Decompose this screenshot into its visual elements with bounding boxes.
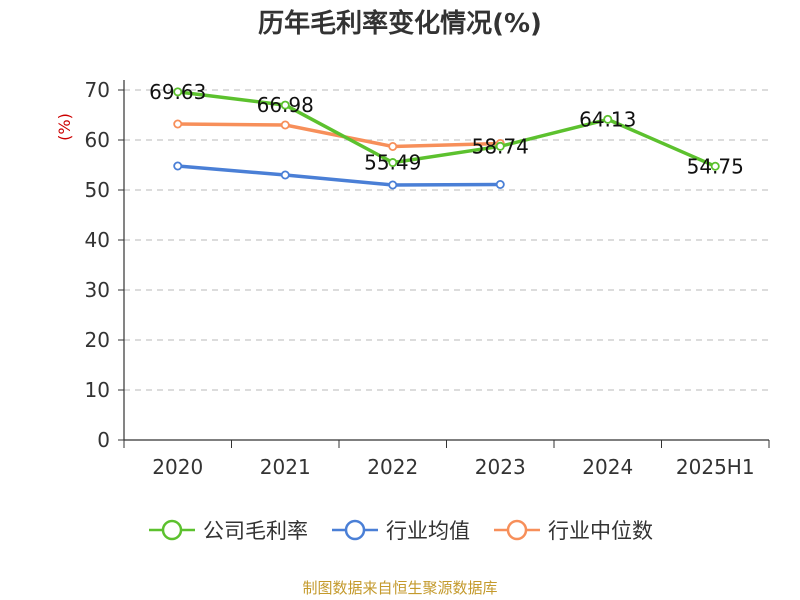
data-point [710, 161, 720, 171]
legend-marker-icon [149, 519, 195, 541]
legend-label: 公司毛利率 [203, 519, 308, 543]
y-tick-label: 50 [85, 178, 110, 202]
x-tick-label: 2022 [367, 455, 418, 479]
source-note: 制图数据来自恒生聚源数据库 [302, 579, 498, 597]
x-tick-label: 2021 [260, 455, 311, 479]
y-axis-title: (%) [55, 113, 74, 141]
legend-item-2[interactable]: 行业中位数 [492, 515, 653, 545]
legend-label: 行业均值 [386, 519, 470, 543]
y-tick-label: 0 [97, 428, 110, 452]
y-tick-label: 70 [85, 78, 110, 102]
y-tick-label: 40 [85, 228, 110, 252]
data-label: 54.75 [687, 154, 744, 178]
data-point [280, 100, 290, 110]
data-point [173, 87, 183, 97]
data-point [280, 170, 290, 180]
data-label: 66.98 [257, 93, 314, 117]
y-tick-label: 20 [85, 328, 110, 352]
series-lines [173, 87, 720, 190]
y-tick-label: 10 [85, 378, 110, 402]
legend-item-0[interactable]: 公司毛利率 [147, 515, 308, 545]
data-labels: 69.63 66.98 55.49 58.74 64.13 54.75 [149, 80, 744, 178]
legend-marker-icon [332, 519, 378, 541]
series-line-0 [176, 90, 718, 169]
series-line-1 [176, 164, 503, 187]
x-tick-label: 2025H1 [676, 455, 755, 479]
data-point [388, 158, 398, 168]
axes: 0 10 20 30 40 50 60 70 2020 2021 2022 2023 2024 2025H… [55, 78, 770, 479]
legend-marker-icon [494, 519, 540, 541]
data-point [495, 141, 505, 151]
data-point [173, 119, 183, 129]
data-label: 64.13 [579, 107, 636, 131]
data-point [388, 141, 398, 151]
legend-item-1[interactable]: 行业均值 [330, 515, 470, 545]
y-tick-label: 60 [85, 128, 110, 152]
legend-label: 行业中位数 [548, 519, 653, 543]
x-tick-label: 2023 [475, 455, 526, 479]
data-point [280, 120, 290, 130]
data-point [603, 114, 613, 124]
x-tick-label: 2024 [582, 455, 633, 479]
data-point [173, 161, 183, 171]
legend: 公司毛利率 行业均值 行业中位数 [0, 515, 800, 545]
y-tick-label: 30 [85, 278, 110, 302]
data-label: 58.74 [472, 134, 529, 158]
x-tick-label: 2020 [152, 455, 203, 479]
gridlines [124, 89, 769, 391]
chart-title: 历年毛利率变化情况(%) [258, 9, 542, 39]
data-label: 69.63 [149, 80, 206, 104]
data-point [495, 179, 505, 189]
data-label: 55.49 [364, 151, 421, 175]
data-point [388, 180, 398, 190]
